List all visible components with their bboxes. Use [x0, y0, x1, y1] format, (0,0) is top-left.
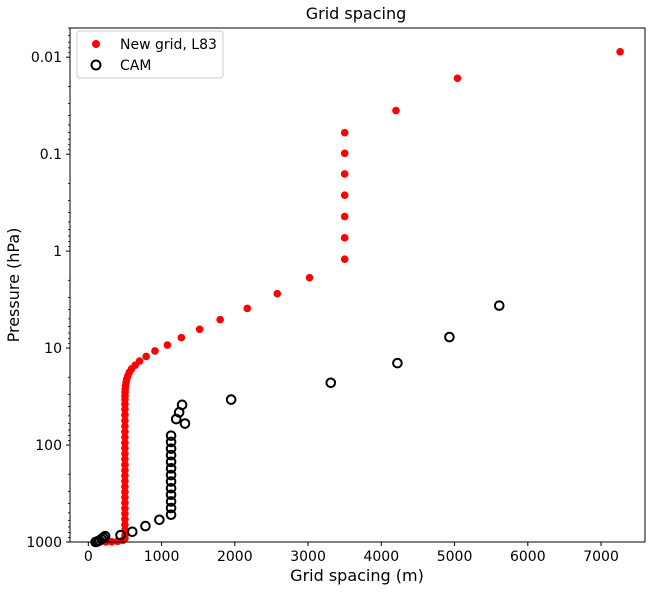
data-point	[243, 304, 252, 313]
data-point	[121, 499, 129, 507]
data-point	[216, 315, 224, 324]
data-point	[340, 234, 349, 242]
data-point	[170, 413, 182, 425]
data-point	[121, 520, 129, 529]
x-tick-label: 3000	[290, 549, 326, 565]
data-point	[121, 411, 129, 419]
legend-marker-new-grid	[92, 40, 100, 48]
legend-marker-cam	[90, 59, 102, 71]
data-point	[444, 331, 455, 343]
data-marks	[90, 48, 624, 548]
series-0	[102, 48, 624, 546]
data-point	[493, 300, 505, 311]
y-axis: 0.01 0.1 1 10 100 1000	[26, 27, 70, 551]
data-point	[616, 48, 624, 56]
data-point	[225, 394, 237, 405]
data-point	[179, 418, 191, 429]
data-point	[121, 416, 129, 425]
data-point	[121, 405, 129, 414]
data-point	[340, 149, 349, 158]
data-point	[121, 510, 129, 518]
data-point	[121, 444, 129, 453]
data-point	[165, 449, 177, 461]
data-point	[165, 502, 177, 514]
data-point	[121, 449, 129, 458]
data-point	[151, 347, 159, 355]
legend-box	[76, 30, 224, 79]
data-point	[126, 526, 138, 538]
data-point	[142, 352, 150, 361]
data-point	[273, 289, 282, 298]
x-tick-label: 5000	[437, 549, 473, 565]
x-tick-label: 2000	[217, 549, 253, 565]
legend-label-cam: CAM	[120, 58, 151, 74]
data-point	[392, 106, 400, 115]
data-point	[340, 255, 349, 263]
y-tick-label: 0.1	[40, 147, 62, 163]
data-point	[121, 488, 129, 496]
legend-label-new-grid: New grid, L83	[120, 37, 217, 53]
data-point	[140, 520, 151, 532]
data-point	[121, 471, 129, 480]
data-point	[121, 493, 129, 502]
data-point	[121, 477, 129, 485]
data-point	[121, 482, 129, 491]
data-point	[392, 357, 403, 369]
data-point	[195, 325, 204, 334]
data-point	[340, 191, 349, 199]
x-tick-label: 6000	[510, 549, 546, 565]
y-axis-label: Pressure (hPa)	[4, 228, 23, 343]
data-point	[121, 455, 129, 464]
y-tick-label: 10	[44, 341, 62, 357]
data-point	[325, 377, 337, 389]
data-point	[305, 273, 314, 282]
data-point	[121, 466, 129, 475]
data-point	[165, 482, 177, 494]
data-point	[121, 504, 129, 513]
data-point	[165, 430, 177, 441]
data-point	[165, 456, 177, 468]
data-point	[165, 469, 177, 481]
y-tick-label: 100	[35, 438, 62, 454]
legend: New grid, L83 CAM	[76, 30, 224, 79]
data-point	[163, 341, 172, 349]
y-tick-label: 1	[53, 244, 62, 260]
data-point	[165, 476, 177, 487]
data-point	[121, 400, 129, 409]
x-axis-label: Grid spacing (m)	[290, 566, 424, 585]
chart-title: Grid spacing	[306, 4, 407, 23]
x-tick-label: 0	[84, 549, 93, 565]
data-point	[121, 427, 129, 436]
y-tick-label: 0.01	[31, 50, 62, 66]
data-point	[165, 489, 177, 501]
data-point	[453, 74, 462, 83]
data-point	[154, 514, 165, 526]
data-point	[177, 333, 186, 342]
x-axis: 0 1000 2000 3000 4000 5000 6000 7000	[84, 542, 619, 565]
data-point	[115, 529, 126, 541]
data-point	[121, 461, 129, 469]
data-point	[340, 128, 349, 137]
x-tick-label: 1000	[144, 549, 180, 565]
x-tick-label: 4000	[363, 549, 399, 565]
plot-frame	[69, 27, 646, 543]
data-point	[121, 433, 129, 441]
data-point	[165, 463, 177, 474]
data-point	[121, 515, 129, 524]
x-tick-label: 7000	[583, 549, 619, 565]
data-point	[340, 170, 349, 178]
data-point	[121, 439, 129, 447]
data-point	[165, 496, 177, 507]
data-point	[165, 436, 177, 448]
data-point	[121, 422, 129, 431]
y-tick-label: 1000	[26, 535, 62, 551]
data-point	[165, 443, 177, 454]
data-point	[165, 509, 177, 521]
data-point	[340, 212, 349, 221]
